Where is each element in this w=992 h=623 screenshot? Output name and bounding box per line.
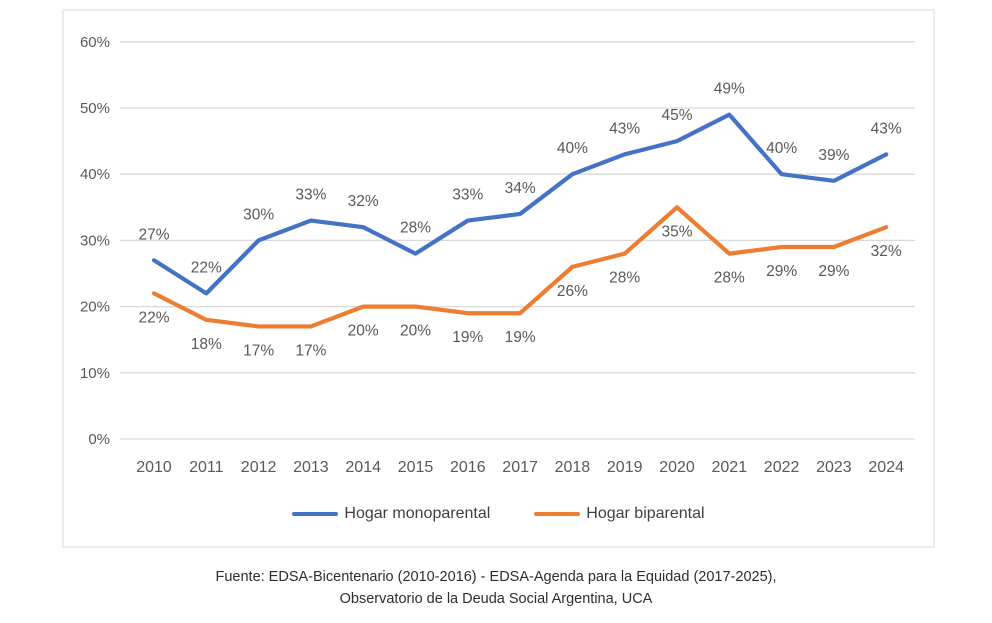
chart-legend: Hogar monoparental Hogar biparental xyxy=(64,505,933,523)
x-tick-label: 2023 xyxy=(816,459,852,476)
data-label: 20% xyxy=(348,323,379,340)
legend-label-monoparental: Hogar monoparental xyxy=(344,505,491,522)
data-label: 34% xyxy=(505,180,536,197)
data-label: 26% xyxy=(557,283,588,300)
gridlines xyxy=(120,41,915,440)
data-label: 35% xyxy=(661,223,692,240)
x-tick-label: 2024 xyxy=(868,459,904,476)
data-label: 17% xyxy=(295,342,326,359)
x-tick-label: 2010 xyxy=(136,459,172,476)
y-tick-label: 40% xyxy=(80,166,110,183)
data-label: 20% xyxy=(400,323,431,340)
source-line-1: Fuente: EDSA-Bicentenario (2010-2016) - … xyxy=(215,569,777,585)
y-tick-label: 20% xyxy=(80,299,110,316)
x-tick-label: 2019 xyxy=(607,459,643,476)
legend-label-biparental: Hogar biparental xyxy=(586,505,705,522)
series-monoparental xyxy=(151,112,889,296)
data-label: 43% xyxy=(871,120,902,137)
x-tick-label: 2012 xyxy=(241,459,277,476)
data-label: 33% xyxy=(295,187,326,204)
x-tick-label: 2017 xyxy=(502,459,538,476)
series-line-monoparental xyxy=(151,112,889,296)
legend-item-biparental: Hogar biparental xyxy=(534,505,705,523)
data-label: 17% xyxy=(243,342,274,359)
x-tick-label: 2020 xyxy=(659,459,695,476)
data-label: 33% xyxy=(452,187,483,204)
source-note: Fuente: EDSA-Bicentenario (2010-2016) - … xyxy=(0,567,992,611)
data-label: 32% xyxy=(871,243,902,260)
legend-item-monoparental: Hogar monoparental xyxy=(292,505,490,523)
data-label: 28% xyxy=(714,270,745,287)
y-tick-label: 0% xyxy=(88,431,110,448)
y-tick-label: 10% xyxy=(80,365,110,382)
data-label: 19% xyxy=(505,329,536,346)
y-tick-label: 60% xyxy=(80,34,110,51)
data-label: 43% xyxy=(609,120,640,137)
data-label: 18% xyxy=(191,336,222,353)
y-tick-label: 50% xyxy=(80,100,110,117)
y-axis-labels: 0% 10% 20% 30% 40% 50% 60% xyxy=(80,34,110,448)
x-tick-label: 2015 xyxy=(398,459,434,476)
x-axis-labels: 2010 2011 2012 2013 2014 2015 2016 2017 2018 2019… xyxy=(136,459,904,476)
x-tick-label: 2021 xyxy=(712,459,748,476)
data-label: 45% xyxy=(661,107,692,124)
data-label: 19% xyxy=(452,329,483,346)
data-label: 29% xyxy=(766,263,797,280)
data-label: 49% xyxy=(714,81,745,98)
data-label: 30% xyxy=(243,206,274,223)
x-tick-label: 2011 xyxy=(189,459,224,476)
x-tick-label: 2018 xyxy=(555,459,591,476)
data-label: 32% xyxy=(348,193,379,210)
data-labels-monoparental: 27% 22% 30% 33% 32% 28% 33% 34% 40% 43% 45% 49% 40% 3… xyxy=(138,81,901,277)
x-tick-label: 2016 xyxy=(450,459,486,476)
series-line-biparental xyxy=(151,205,889,329)
x-tick-label: 2014 xyxy=(345,459,381,476)
data-label: 28% xyxy=(400,220,431,237)
source-line-2: Observatorio de la Deuda Social Argentin… xyxy=(339,590,653,607)
data-label: 22% xyxy=(191,259,222,276)
data-labels-biparental: 22% 18% 17% 17% 20% 20% 19% 19% 26% 28% 35% 28% 29% 2… xyxy=(138,223,901,359)
data-label: 29% xyxy=(818,263,849,280)
y-tick-label: 30% xyxy=(80,232,110,249)
chart-container: 0% 10% 20% 30% 40% 50% 60% 2010 2011 2012 2013 2014… xyxy=(62,9,935,548)
x-tick-label: 2022 xyxy=(764,459,800,476)
data-label: 28% xyxy=(609,270,640,287)
data-label: 27% xyxy=(138,226,169,243)
legend-line-swatch-blue xyxy=(292,512,339,516)
legend-line-swatch-orange xyxy=(534,512,581,516)
x-tick-label: 2013 xyxy=(293,459,329,476)
data-label: 40% xyxy=(766,140,797,157)
data-label: 39% xyxy=(818,147,849,164)
data-label: 22% xyxy=(138,309,169,326)
series-biparental xyxy=(151,205,889,329)
data-label: 40% xyxy=(557,140,588,157)
line-chart: 0% 10% 20% 30% 40% 50% 60% 2010 2011 2012 2013 2014… xyxy=(80,34,915,476)
